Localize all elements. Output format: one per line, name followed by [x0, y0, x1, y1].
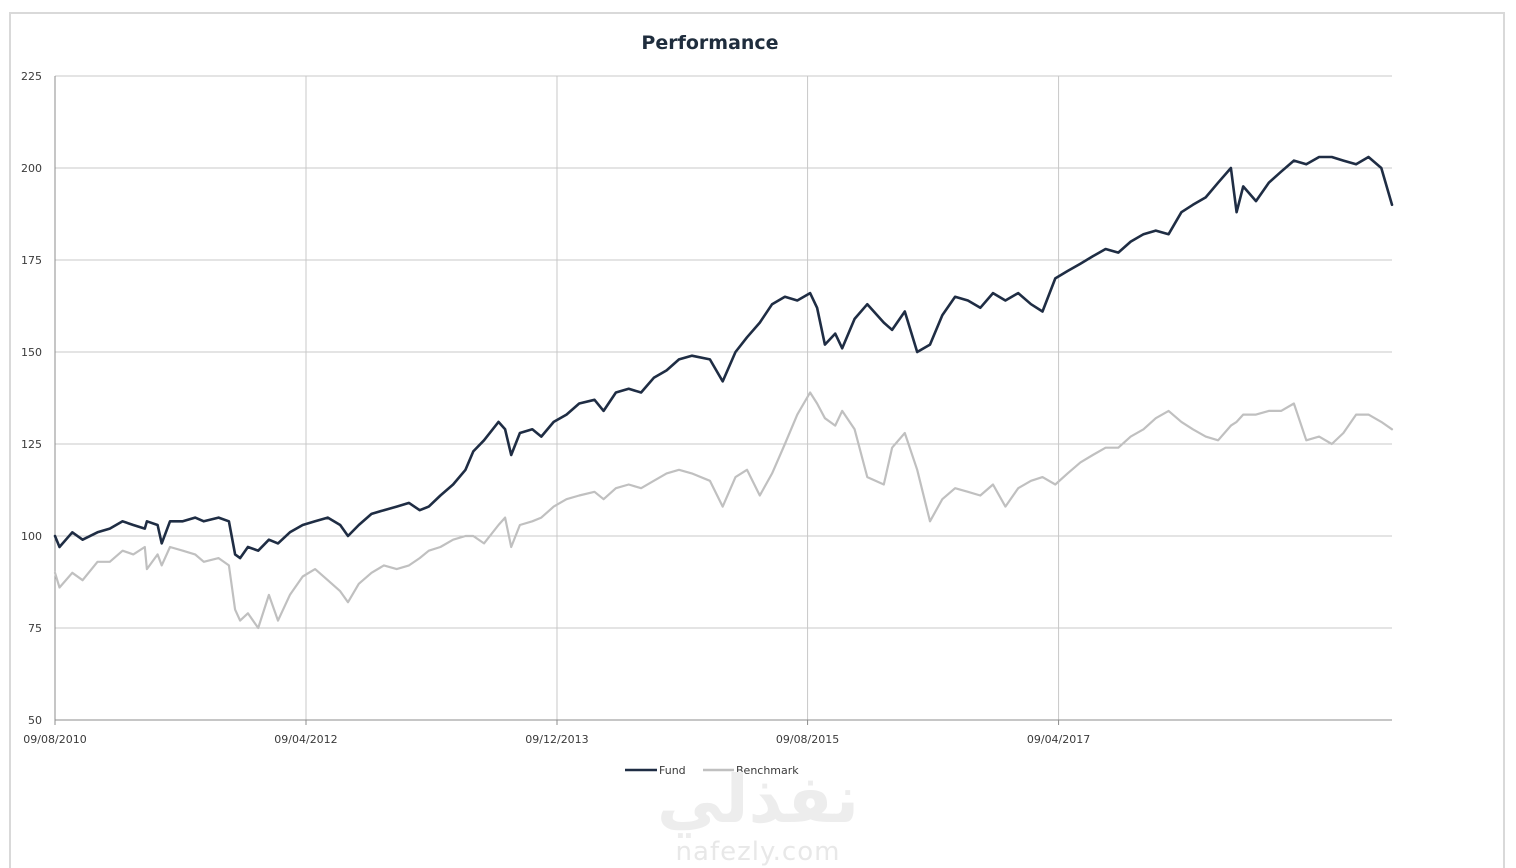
chart-legend: Fund Benchmark: [625, 764, 799, 777]
x-tick-label: 09/08/2015: [776, 733, 839, 746]
watermark-arabic: نفذلي: [657, 761, 859, 838]
y-tick-label: 125: [21, 438, 42, 451]
y-tick-label: 200: [21, 162, 42, 175]
x-tick-label: 09/08/2010: [23, 733, 86, 746]
legend-label-fund: Fund: [659, 764, 686, 777]
x-tick-label: 09/04/2012: [274, 733, 337, 746]
chart-frame: [9, 12, 1505, 868]
series-line-fund: [53, 155, 1394, 560]
watermark: نفذلي nafezly.com: [657, 761, 859, 867]
y-tick-label: 100: [21, 530, 42, 543]
series-line-benchmark: [53, 391, 1394, 630]
series-layer: [53, 155, 1394, 630]
x-tick-label: 09/04/2017: [1027, 733, 1090, 746]
y-axis-tick-labels: 50 75 100 125 150 175 200 225: [21, 70, 42, 727]
y-tick-label: 50: [28, 714, 42, 727]
y-tick-label: 75: [28, 622, 42, 635]
chart-title: Performance: [641, 32, 778, 54]
x-axis-tick-labels: 09/08/2010 09/04/2012 09/12/2013 09/08/2015…: [23, 733, 1090, 746]
watermark-latin: nafezly.com: [676, 837, 841, 867]
y-tick-label: 175: [21, 254, 42, 267]
x-tick-label: 09/12/2013: [525, 733, 588, 746]
y-tick-label: 150: [21, 346, 42, 359]
y-tick-label: 225: [21, 70, 42, 83]
legend-label-benchmark: Benchmark: [736, 764, 799, 777]
